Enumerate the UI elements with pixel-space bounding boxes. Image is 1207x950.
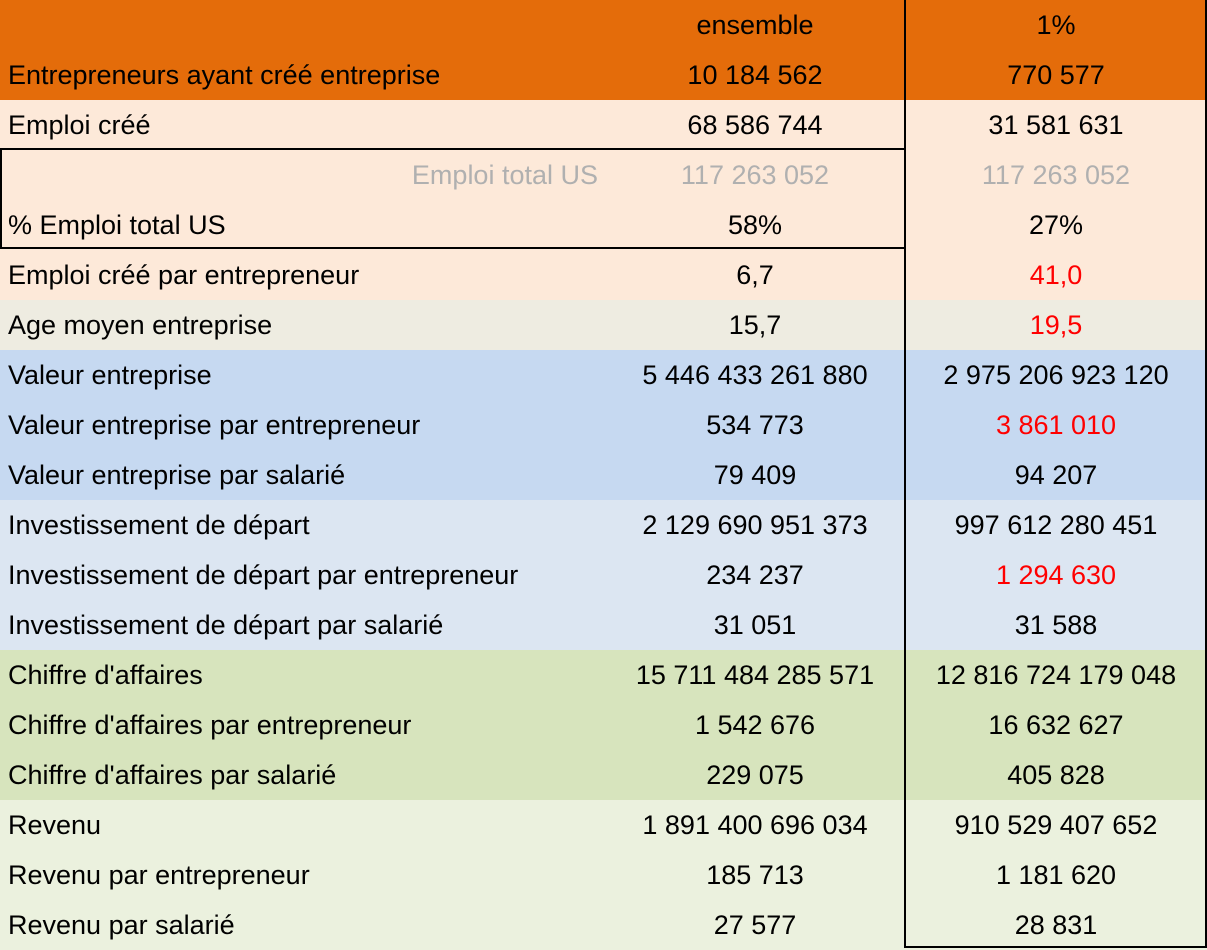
emploi-total-box-top (0, 148, 906, 150)
row-label: Emploi créé par entrepreneur (8, 260, 360, 290)
top1-value: 910 529 407 652 (954, 810, 1158, 840)
table-row: Investissement de départ par entrepreneu… (0, 550, 1207, 600)
top1-value: 27% (1028, 210, 1084, 240)
ensemble-value: 10 184 562 (687, 60, 823, 90)
ensemble-value: 1 891 400 696 034 (642, 810, 868, 840)
top1-value: 1 294 630 (995, 560, 1117, 590)
ensemble-value: 6,7 (736, 260, 774, 290)
row-label: Emploi total US (411, 160, 598, 190)
table-row: % Emploi total US 58% 27% (0, 200, 1207, 250)
table-bottom-border (904, 946, 1207, 948)
ensemble-value: 185 713 (706, 860, 804, 890)
top1-value: 28 831 (1014, 910, 1098, 940)
column-divider (904, 0, 906, 948)
top1-value: 405 828 (1007, 760, 1105, 790)
row-label (8, 0, 608, 50)
top1-value: 31 588 (1014, 610, 1098, 640)
top1-value: 16 632 627 (988, 710, 1124, 740)
table-row: Valeur entreprise par salarié 79 409 94 … (0, 450, 1207, 500)
row-label: Emploi créé (8, 110, 151, 140)
table-row: Emploi total US 117 263 052 117 263 052 (0, 150, 1207, 200)
row-label: Valeur entreprise par salarié (8, 460, 346, 490)
top1-value: 31 581 631 (988, 110, 1124, 140)
table-row: Chiffre d'affaires par salarié 229 075 4… (0, 750, 1207, 800)
row-label: Chiffre d'affaires (8, 660, 203, 690)
column-header-ensemble: ensemble (696, 10, 814, 40)
ensemble-value: 15 711 484 285 571 (635, 660, 875, 690)
top1-value: 41,0 (1029, 260, 1083, 290)
table-row: Age moyen entreprise 15,7 19,5 (0, 300, 1207, 350)
ensemble-value: 229 075 (706, 760, 804, 790)
emploi-total-box-left (0, 148, 2, 249)
table-row: Emploi créé 68 586 744 31 581 631 (0, 100, 1207, 150)
row-label: Chiffre d'affaires par salarié (8, 760, 337, 790)
table-row: Valeur entreprise 5 446 433 261 880 2 97… (0, 350, 1207, 400)
row-label: % Emploi total US (8, 210, 226, 240)
top1-value: 117 263 052 (981, 160, 1131, 190)
row-label: Revenu (8, 810, 102, 840)
ensemble-value: 79 409 (713, 460, 797, 490)
table-row: Emploi créé par entrepreneur 6,7 41,0 (0, 250, 1207, 300)
row-label: Revenu par entrepreneur (8, 860, 310, 890)
table-row: Investissement de départ par salarié 31 … (0, 600, 1207, 650)
ensemble-value: 534 773 (706, 410, 804, 440)
table-row: Revenu par salarié 27 577 28 831 (0, 900, 1207, 950)
top1-value: 12 816 724 179 048 (935, 660, 1177, 690)
top1-value: 94 207 (1014, 460, 1098, 490)
row-label: Entrepreneurs ayant créé entreprise (8, 60, 441, 90)
row-label: Investissement de départ par salarié (8, 610, 444, 640)
row-label: Valeur entreprise (8, 360, 212, 390)
table-right-border (1205, 0, 1207, 948)
emploi-total-box-bottom (0, 247, 906, 249)
ensemble-value: 117 263 052 (680, 160, 830, 190)
ensemble-value: 5 446 433 261 880 (642, 360, 868, 390)
row-label: Revenu par salarié (8, 910, 235, 940)
ensemble-value: 31 051 (713, 610, 797, 640)
ensemble-value: 27 577 (713, 910, 797, 940)
column-header-top1: 1% (1036, 10, 1076, 40)
top1-value: 997 612 280 451 (954, 510, 1158, 540)
top1-value: 19,5 (1029, 310, 1083, 340)
top1-value: 3 861 010 (995, 410, 1117, 440)
row-label: Age moyen entreprise (8, 310, 273, 340)
ensemble-value: 58% (727, 210, 783, 240)
row-label: Investissement de départ (8, 510, 310, 540)
table-row: Revenu par entrepreneur 185 713 1 181 62… (0, 850, 1207, 900)
table-row: Chiffre d'affaires 15 711 484 285 571 12… (0, 650, 1207, 700)
ensemble-value: 68 586 744 (687, 110, 823, 140)
table-row: Investissement de départ 2 129 690 951 3… (0, 500, 1207, 550)
row-label: Investissement de départ par entrepreneu… (8, 560, 519, 590)
row-label: Valeur entreprise par entrepreneur (8, 410, 421, 440)
top1-value: 770 577 (1007, 60, 1105, 90)
ensemble-value: 1 542 676 (694, 710, 816, 740)
ensemble-value: 15,7 (728, 310, 782, 340)
table-row: Chiffre d'affaires par entrepreneur 1 54… (0, 700, 1207, 750)
ensemble-value: 234 237 (706, 560, 804, 590)
top1-value: 2 975 206 923 120 (943, 360, 1169, 390)
table-row: Revenu 1 891 400 696 034 910 529 407 652 (0, 800, 1207, 850)
ensemble-value: 2 129 690 951 373 (642, 510, 868, 540)
table-row: Entrepreneurs ayant créé entreprise 10 1… (0, 50, 1207, 100)
table-row: ensemble 1% (0, 0, 1207, 50)
table-row: Valeur entreprise par entrepreneur 534 7… (0, 400, 1207, 450)
row-label: Chiffre d'affaires par entrepreneur (8, 710, 412, 740)
top1-value: 1 181 620 (995, 860, 1117, 890)
